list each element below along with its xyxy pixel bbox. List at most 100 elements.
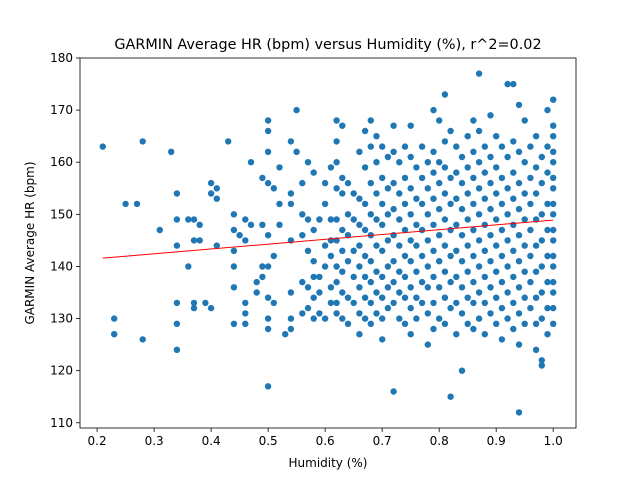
data-point [436,159,443,166]
data-point [453,143,460,150]
data-point [481,247,488,254]
data-point [521,268,528,275]
data-point [207,179,215,187]
data-point [333,117,340,124]
data-point [458,232,466,239]
data-point [470,278,477,286]
data-point [527,226,534,234]
data-point [532,190,540,197]
data-point [544,278,551,286]
data-point [527,278,534,286]
data-point [464,268,471,275]
data-point [407,153,414,161]
data-point [287,315,295,322]
y-tick-label: 130 [50,312,73,326]
data-point [310,315,317,322]
data-point [504,80,511,88]
data-point [453,221,460,228]
data-point [339,122,346,129]
data-point [173,190,181,197]
data-point [264,383,272,390]
data-point [493,190,500,197]
data-point [299,278,306,286]
data-point [418,226,426,234]
data-point [430,299,437,307]
data-point [498,174,506,182]
trend-line [102,219,554,259]
data-point [470,117,477,124]
data-point [481,331,488,338]
data-point [361,226,369,234]
data-point [356,284,363,291]
data-point [493,164,500,171]
data-point [418,174,426,182]
data-point [544,169,551,176]
data-point [481,169,488,176]
data-point [544,106,551,114]
data-point [475,159,483,166]
data-point [475,315,483,322]
data-point [384,304,392,312]
data-point [390,148,397,155]
data-point [436,284,443,291]
data-point [510,325,517,333]
data-point [339,289,346,296]
data-point [304,159,312,166]
data-point [498,336,506,343]
data-point [321,200,329,208]
data-point [441,91,449,98]
data-point [327,164,335,171]
data-point [475,127,483,135]
data-point [532,133,540,140]
data-point [453,331,460,338]
data-point [521,320,528,327]
data-point [361,164,369,171]
y-tick-label: 110 [50,416,73,430]
data-point [521,294,528,301]
data-point [550,304,557,312]
data-point [264,148,272,155]
data-point [344,258,352,265]
data-point [510,221,517,228]
data-point [458,258,466,265]
data-point [264,315,272,322]
data-point [390,388,397,395]
data-point [527,174,534,182]
data-point [350,299,357,307]
data-point [367,278,374,286]
data-point [532,242,540,249]
x-tick-label: 0.6 [316,434,335,448]
data-point [441,242,449,249]
data-point [207,190,215,197]
data-point [464,190,471,197]
data-point [333,263,340,270]
data-point [190,299,198,307]
data-point [293,148,300,155]
data-point [361,127,369,135]
x-tick-label: 0.3 [145,434,164,448]
data-point [156,226,163,234]
data-point [390,205,397,213]
data-point [350,190,357,197]
data-point [213,195,220,202]
data-point [447,200,454,208]
x-axis-ticks: 0.2 0.3 0.4 0.5 0.6 0.7 0.8 0.9 1.0 [88,428,563,448]
data-point [550,263,557,270]
data-point [447,278,454,286]
data-point [344,320,352,327]
data-point [361,294,369,301]
data-point [287,138,295,145]
data-point [356,263,363,270]
data-point [139,336,146,343]
data-point [196,221,203,228]
data-point [350,247,357,254]
data-point [538,211,545,218]
data-point [321,179,329,187]
data-point [333,278,340,286]
data-point [407,304,414,312]
data-point [327,216,335,223]
data-point [453,169,460,176]
chart-title: GARMIN Average HR (bpm) versus Humidity … [114,37,541,53]
data-point [396,159,403,166]
data-point [264,127,272,135]
